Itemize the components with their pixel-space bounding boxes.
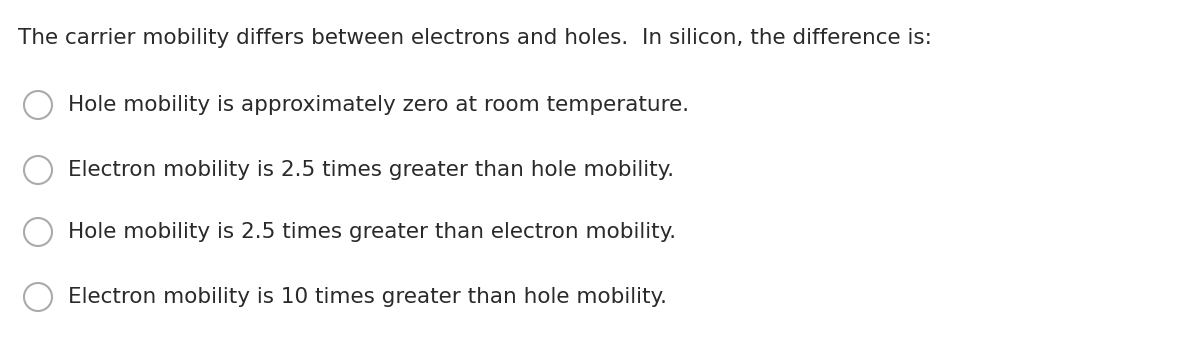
Text: The carrier mobility differs between electrons and holes.  In silicon, the diffe: The carrier mobility differs between ele…	[18, 28, 932, 48]
Ellipse shape	[24, 91, 52, 119]
Ellipse shape	[24, 283, 52, 311]
Text: Hole mobility is approximately zero at room temperature.: Hole mobility is approximately zero at r…	[68, 95, 689, 115]
Ellipse shape	[24, 156, 52, 184]
Text: Hole mobility is 2.5 times greater than electron mobility.: Hole mobility is 2.5 times greater than …	[68, 222, 676, 242]
Text: Electron mobility is 2.5 times greater than hole mobility.: Electron mobility is 2.5 times greater t…	[68, 160, 674, 180]
Text: Electron mobility is 10 times greater than hole mobility.: Electron mobility is 10 times greater th…	[68, 287, 667, 307]
Ellipse shape	[24, 218, 52, 246]
